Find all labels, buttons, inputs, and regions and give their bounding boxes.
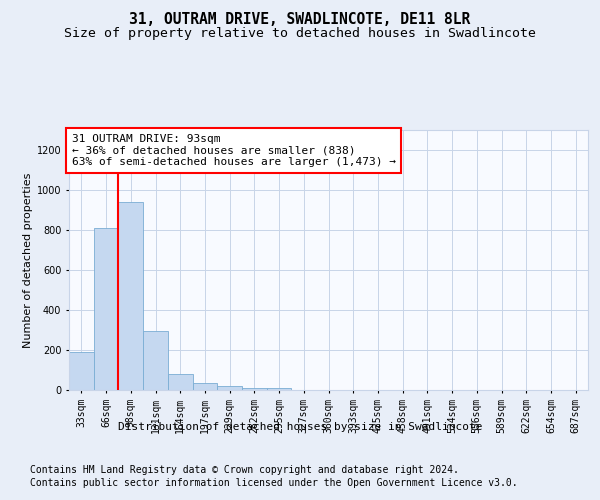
Bar bbox=[267, 388, 292, 390]
Bar bbox=[168, 374, 193, 390]
Text: Contains public sector information licensed under the Open Government Licence v3: Contains public sector information licen… bbox=[30, 478, 518, 488]
Bar bbox=[94, 228, 118, 390]
Bar bbox=[143, 331, 168, 390]
Text: Contains HM Land Registry data © Crown copyright and database right 2024.: Contains HM Land Registry data © Crown c… bbox=[30, 465, 459, 475]
Y-axis label: Number of detached properties: Number of detached properties bbox=[23, 172, 32, 348]
Bar bbox=[217, 386, 242, 390]
Bar bbox=[69, 352, 94, 390]
Text: Distribution of detached houses by size in Swadlincote: Distribution of detached houses by size … bbox=[118, 422, 482, 432]
Text: 31 OUTRAM DRIVE: 93sqm
← 36% of detached houses are smaller (838)
63% of semi-de: 31 OUTRAM DRIVE: 93sqm ← 36% of detached… bbox=[71, 134, 395, 167]
Bar bbox=[118, 202, 143, 390]
Text: 31, OUTRAM DRIVE, SWADLINCOTE, DE11 8LR: 31, OUTRAM DRIVE, SWADLINCOTE, DE11 8LR bbox=[130, 12, 470, 28]
Bar bbox=[242, 388, 267, 390]
Bar bbox=[193, 383, 217, 390]
Text: Size of property relative to detached houses in Swadlincote: Size of property relative to detached ho… bbox=[64, 28, 536, 40]
